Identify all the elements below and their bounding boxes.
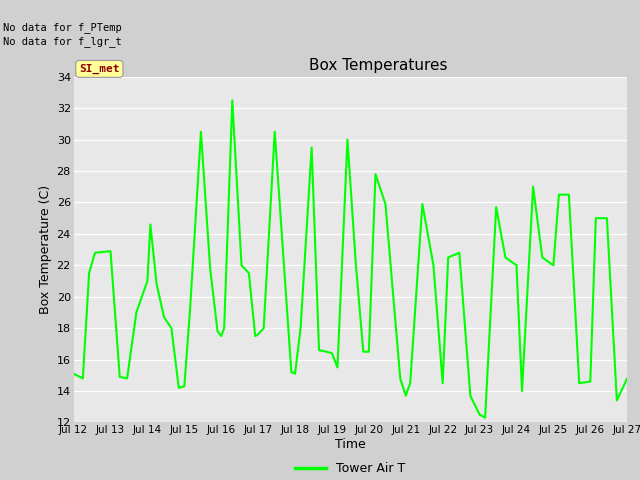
Text: No data for f_lgr_t: No data for f_lgr_t bbox=[3, 36, 122, 47]
Y-axis label: Box Temperature (C): Box Temperature (C) bbox=[40, 185, 52, 314]
Text: No data for f_PTemp: No data for f_PTemp bbox=[3, 22, 122, 33]
Title: Box Temperatures: Box Temperatures bbox=[309, 58, 447, 73]
X-axis label: Time: Time bbox=[335, 438, 366, 451]
Text: SI_met: SI_met bbox=[79, 64, 120, 74]
Legend: Tower Air T: Tower Air T bbox=[290, 457, 411, 480]
